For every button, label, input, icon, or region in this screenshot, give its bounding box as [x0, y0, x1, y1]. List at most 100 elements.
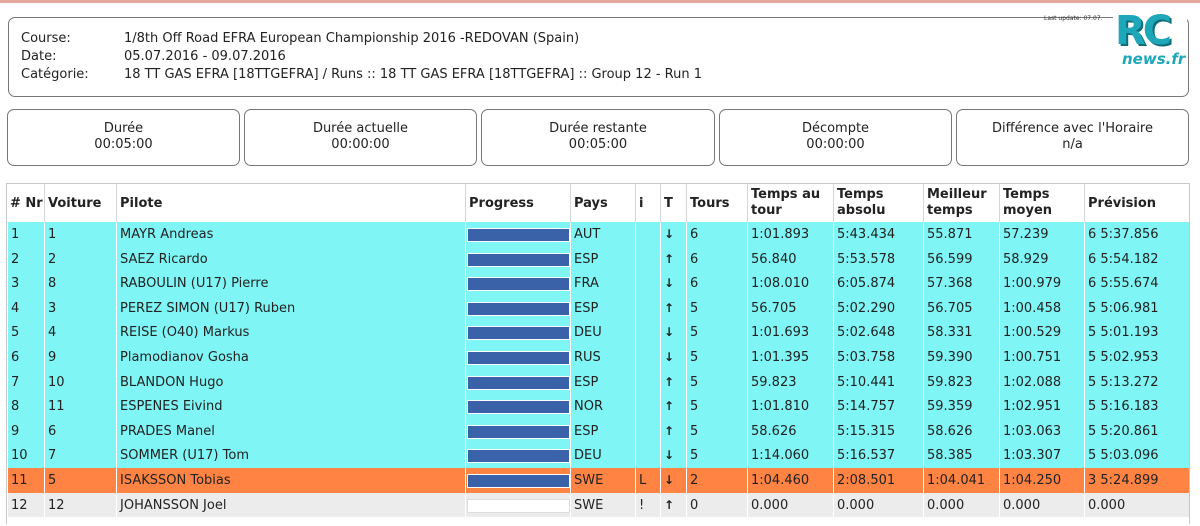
cell-text: RABOULIN (U17) Pierre: [120, 276, 269, 292]
header-prevision[interactable]: Prévision: [1084, 184, 1189, 222]
cell-text: 58.626: [927, 423, 973, 439]
header-temps-moyen[interactable]: Temps moyen: [999, 184, 1084, 222]
cell-text: 3: [48, 300, 57, 316]
cell-text: 55.871: [927, 227, 973, 242]
cell-nr: 4: [7, 295, 44, 321]
stat-label: Durée: [103, 121, 144, 136]
date-value: 05.07.2016 - 09.07.2016: [124, 49, 286, 64]
cell-text: 0.000: [1003, 497, 1041, 513]
cell-i: [635, 443, 660, 468]
table-row[interactable]: 3 8 RABOULIN (U17) Pierre FRA ↓ 6 1:08.010 6:05…: [7, 271, 1189, 296]
table-row[interactable]: 7 10 BLANDON Hugo ESP ↑ 5 59.823 5:10.441 59.823…: [7, 369, 1189, 395]
header-moyen-label: Temps moyen: [1003, 187, 1053, 218]
cell-text: 1:03.307: [1003, 448, 1062, 464]
cell-text: 0.000: [1088, 497, 1126, 513]
cell-temps-absolu: 2:08.501: [833, 468, 923, 493]
table-row[interactable]: 4 3 PEREZ SIMON (U17) Ruben ESP ↑ 5 56.705 5:02…: [7, 295, 1189, 321]
cell-text: 57.368: [927, 276, 973, 292]
cell-text: 5: [690, 374, 699, 390]
cell-text: 1:01.395: [751, 350, 810, 365]
table-row[interactable]: 12 12 JOHANSSON Joel SWE! ↑ 0 0.000 0.000 0.000 0…: [7, 492, 1189, 518]
cell-pays: DEU: [570, 443, 635, 468]
cell-text: 9: [48, 350, 57, 365]
cell-text: 10: [48, 374, 65, 390]
cell-text: 5: [11, 325, 20, 341]
cell-text: 1:04.460: [751, 473, 810, 488]
cell-tours: 0: [686, 492, 747, 518]
cell-nr: 7: [7, 369, 44, 395]
header-temps-tour[interactable]: Temps au tour: [747, 184, 833, 222]
cell-text: 1:04.041: [927, 473, 986, 488]
progress-bar: [467, 277, 570, 292]
cell-text: 5 5:01.193: [1088, 325, 1159, 341]
cell-pilote: MAYR Andreas: [116, 222, 465, 247]
cell-text: 58.385: [927, 448, 973, 464]
course-label: Course:: [21, 31, 71, 46]
table-row[interactable]: 2 2 SAEZ Ricardo ESP ↑ 6 56.840 5:53.578 56.599 5…: [7, 246, 1189, 272]
table-row[interactable]: 9 6 PRADES Manel ESP ↑ 5 58.626 5:15.315 58.626 1…: [7, 418, 1189, 444]
header-temps-absolu-label: Temps absolu: [837, 187, 886, 218]
course-value: 1/8th Off Road EFRA European Championshi…: [124, 31, 580, 46]
header-tours[interactable]: Tours: [686, 184, 747, 222]
cell-text: ESPENES Eivind: [120, 399, 223, 415]
header-nr[interactable]: # Nr: [7, 184, 44, 222]
cell-progress: [465, 492, 570, 518]
cell-text: 6 5:37.856: [1088, 227, 1159, 242]
cell-progress: [465, 271, 570, 296]
cell-progress: [465, 418, 570, 444]
cell-text: 3 5:24.899: [1088, 473, 1159, 488]
cell-text: 1:14.060: [751, 448, 810, 464]
header-voiture-label: Voiture: [48, 196, 102, 211]
header-t[interactable]: T: [660, 184, 686, 222]
cell-meilleur: 59.823: [923, 369, 999, 395]
table-row[interactable]: 1 1 MAYR Andreas AUT ↓ 6 1:01.893 5:43.434 55.87…: [7, 222, 1189, 247]
cell-text: 56.599: [927, 251, 973, 267]
header-temps-absolu[interactable]: Temps absolu: [833, 184, 923, 222]
cell-text: 5: [690, 399, 699, 415]
table-row[interactable]: 11 5 ISAKSSON Tobias SWE L ↓ 2 1:04.460 2:08.501…: [7, 468, 1189, 493]
header-pays[interactable]: Pays: [570, 184, 635, 222]
cell-temps-absolu: 5:16.537: [833, 443, 923, 468]
cell-prevision: 0.000: [1084, 492, 1189, 518]
cell-nr: 2: [7, 246, 44, 272]
arrow-up-icon: ↑: [664, 423, 675, 438]
cell-t: ↓: [660, 345, 686, 370]
header-tours-label: Tours: [690, 196, 730, 211]
cell-pays: SWE: [570, 492, 635, 518]
arrow-down-icon: ↓: [664, 448, 675, 463]
progress-bar: [467, 301, 570, 316]
cell-progress: [465, 246, 570, 272]
header-pilote[interactable]: Pilote: [116, 184, 465, 222]
cell-pays: SWE: [570, 468, 635, 493]
header-i[interactable]: i: [635, 184, 660, 222]
cell-voiture: 8: [44, 271, 116, 296]
cell-temps-tour: 56.705: [747, 295, 833, 321]
cell-meilleur: 58.385: [923, 443, 999, 468]
header-voiture[interactable]: Voiture: [44, 184, 116, 222]
cell-tours: 5: [686, 418, 747, 444]
table-row[interactable]: 6 9 Plamodianov Gosha RUS ↓ 5 1:01.395 5:03.758…: [7, 345, 1189, 370]
cell-text: 5 5:03.096: [1088, 448, 1159, 464]
cell-pays: NOR: [570, 394, 635, 419]
cell-text: 5:15.315: [837, 423, 896, 439]
header-meilleur-temps[interactable]: Meilleur temps: [923, 184, 999, 222]
table-row[interactable]: 5 4 REISE (O40) Markus DEU ↓ 5 1:01.693 5:02.64…: [7, 320, 1189, 345]
cell-temps-absolu: 5:53.578: [833, 246, 923, 272]
cell-i: [635, 345, 660, 370]
last-update-text: Last update: 07.07.: [1044, 15, 1103, 22]
table-row[interactable]: 8 11 ESPENES Eivind NOR ↑ 5 1:01.810 5:14.757 59…: [7, 394, 1189, 419]
cell-text: 5: [48, 473, 57, 488]
cell-text: 5 5:02.953: [1088, 350, 1159, 365]
header-progress[interactable]: Progress: [465, 184, 570, 222]
cell-i: [635, 320, 660, 345]
table-row[interactable]: 10 7 SOMMER (U17) Tom DEU ↓ 5 1:14.060 5:16.537…: [7, 443, 1189, 468]
cell-text: 1: [11, 227, 20, 242]
cell-text: DEU: [574, 325, 602, 341]
cell-i: !: [635, 492, 660, 518]
cell-text: 59.390: [927, 350, 973, 365]
cell-text: PRADES Manel: [120, 423, 215, 439]
cell-text: 1:04.250: [1003, 473, 1062, 488]
cell-text: 10: [11, 448, 28, 464]
cell-temps-tour: 0.000: [747, 492, 833, 518]
cell-temps-tour: 56.840: [747, 246, 833, 272]
